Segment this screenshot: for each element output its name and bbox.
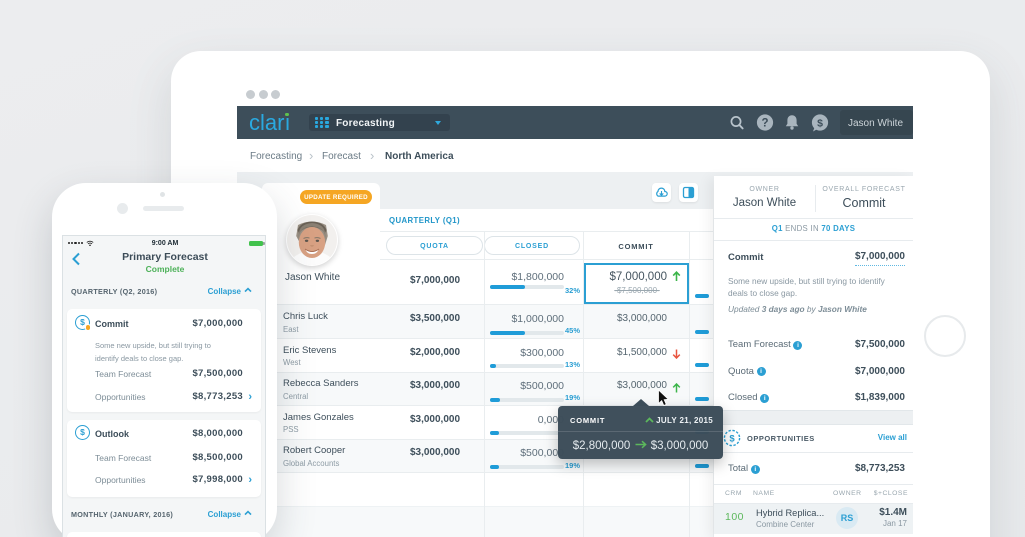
- svg-text:?: ?: [761, 118, 768, 130]
- svg-text:$: $: [817, 117, 823, 129]
- svg-text:$: $: [729, 434, 735, 445]
